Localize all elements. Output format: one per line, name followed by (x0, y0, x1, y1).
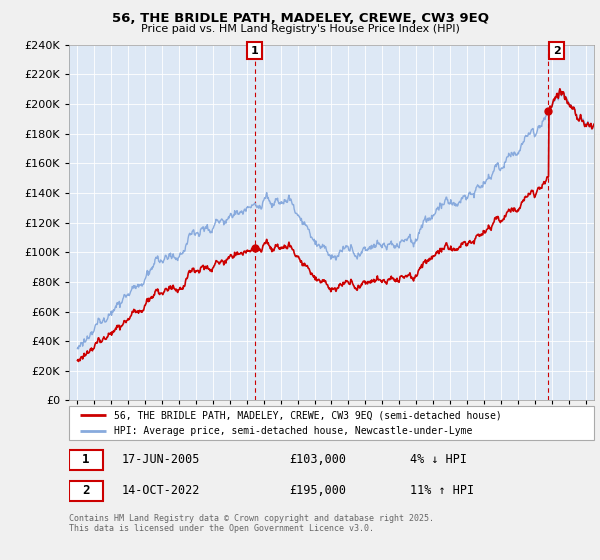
FancyBboxPatch shape (69, 450, 103, 470)
Text: 1: 1 (251, 46, 259, 56)
Text: 14-OCT-2022: 14-OCT-2022 (121, 484, 200, 497)
Text: £195,000: £195,000 (290, 484, 347, 497)
Text: 1: 1 (82, 454, 90, 466)
Text: 56, THE BRIDLE PATH, MADELEY, CREWE, CW3 9EQ (semi-detached house): 56, THE BRIDLE PATH, MADELEY, CREWE, CW3… (113, 410, 502, 420)
Text: HPI: Average price, semi-detached house, Newcastle-under-Lyme: HPI: Average price, semi-detached house,… (113, 426, 472, 436)
Text: 17-JUN-2005: 17-JUN-2005 (121, 454, 200, 466)
Text: 4% ↓ HPI: 4% ↓ HPI (410, 454, 467, 466)
FancyBboxPatch shape (69, 481, 103, 501)
Text: Price paid vs. HM Land Registry's House Price Index (HPI): Price paid vs. HM Land Registry's House … (140, 24, 460, 34)
Text: 2: 2 (553, 46, 560, 56)
FancyBboxPatch shape (69, 406, 594, 440)
Text: 11% ↑ HPI: 11% ↑ HPI (410, 484, 475, 497)
Text: 56, THE BRIDLE PATH, MADELEY, CREWE, CW3 9EQ: 56, THE BRIDLE PATH, MADELEY, CREWE, CW3… (112, 12, 488, 25)
Text: Contains HM Land Registry data © Crown copyright and database right 2025.
This d: Contains HM Land Registry data © Crown c… (69, 514, 434, 534)
Text: £103,000: £103,000 (290, 454, 347, 466)
Text: 2: 2 (82, 484, 90, 497)
